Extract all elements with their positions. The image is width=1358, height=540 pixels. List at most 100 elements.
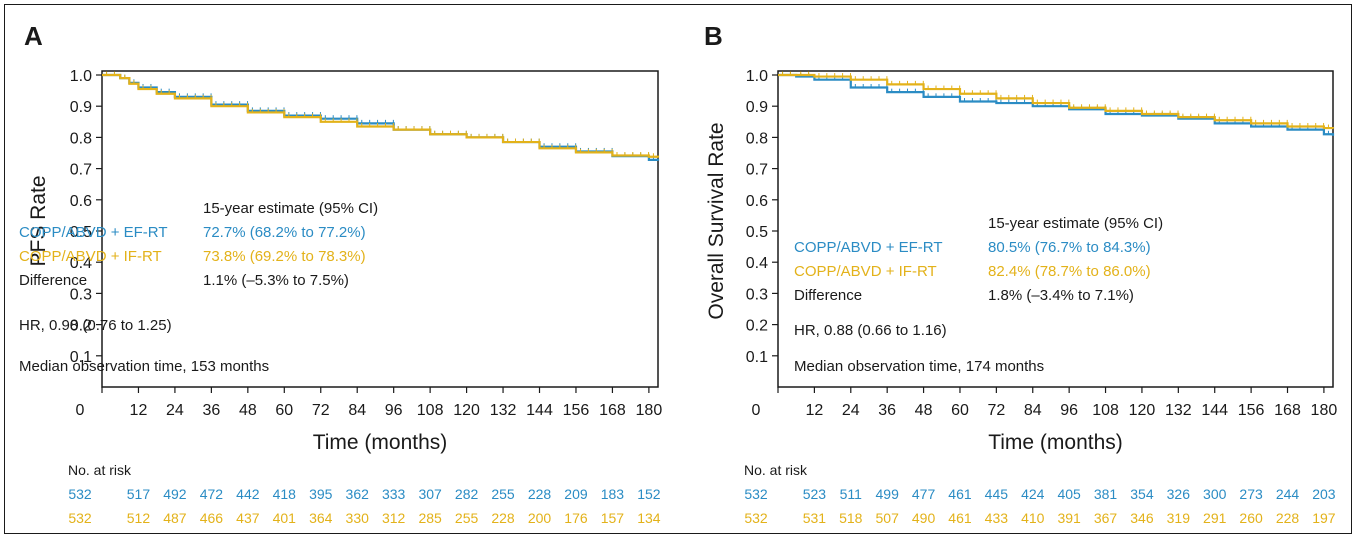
panel-a-x-tick-label: 84: [348, 402, 366, 419]
panel-a-y-tick-label: 0.5: [70, 224, 92, 241]
panel-b-y-tick-label: 0.8: [746, 130, 768, 147]
panel-b-risk-row-1-value: 532: [744, 486, 768, 502]
panel-b-x-tick-label: 120: [1129, 402, 1156, 419]
panel-b-y-tick-label: 0.1: [746, 349, 768, 366]
panel-a-x-tick-label: 168: [599, 402, 626, 419]
panel-a-risk-row-1-value: 333: [382, 486, 406, 502]
panel-a-legend-row-label: COPP/ABVD + EF-RT: [19, 224, 168, 241]
panel-b-risk-row-2-value: 532: [744, 510, 768, 526]
panel-b-risk-row-2-value: 490: [912, 510, 936, 526]
panel-b-y-tick-label: 1.0: [746, 68, 768, 85]
panel-b-label: B: [704, 21, 723, 51]
panel-a-legend-row-label: COPP/ABVD + IF-RT: [19, 248, 162, 265]
panel-b-risk-row-2-value: 367: [1094, 510, 1118, 526]
panel-a-risk-row-2-value: 157: [601, 510, 625, 526]
panel-b-x-tick-label: 36: [878, 402, 896, 419]
panel-b-risk-row-1-value: 445: [985, 486, 1009, 502]
panel-b-x-tick-label: 168: [1274, 402, 1301, 419]
panel-a-legend-row-value: 72.7% (68.2% to 77.2%): [203, 224, 366, 241]
panel-b-risk-row-1-value: 326: [1167, 486, 1191, 502]
panel-a-x-tick-label: 156: [563, 402, 590, 419]
panel-a-x-tick-label: 48: [239, 402, 257, 419]
panel-b-series-2-line: [778, 73, 1335, 130]
panel-a-risk-row-2-value: 437: [236, 510, 260, 526]
panel-a-risk-row-2-value: 487: [163, 510, 187, 526]
panel-a-risk-row-1-value: 442: [236, 486, 260, 502]
panel-b-x-tick-label: 96: [1060, 402, 1078, 419]
panel-b-legend-row-label: Difference: [794, 287, 862, 304]
panel-a-risk-row-1-value: 517: [127, 486, 151, 502]
panel-a-risk-row-1-value: 395: [309, 486, 333, 502]
panel-b-y-tick-label: 0.4: [746, 255, 768, 272]
panel-a-x-tick-label: 108: [417, 402, 444, 419]
panel-a-y-tick-label: 0.6: [70, 193, 92, 210]
panel-b-y-axis-label: Overall Survival Rate: [705, 122, 728, 319]
panel-a-risk-row-2-value: 401: [273, 510, 297, 526]
panel-a-legend-row-value: 73.8% (69.2% to 78.3%): [203, 248, 366, 265]
panel-a-x-tick-label: 36: [202, 402, 220, 419]
panel-a-risk-row-2-value: 285: [418, 510, 442, 526]
panel-b-risk-row-1-value: 381: [1094, 486, 1118, 502]
panel-a-x-tick-label: 60: [275, 402, 293, 419]
panel-b-x-tick-label: 24: [842, 402, 860, 419]
panel-b-risk-row-2-value: 346: [1130, 510, 1154, 526]
panel-a-x-tick-label: 180: [636, 402, 663, 419]
panel-b-risk-row-1-value: 203: [1312, 486, 1336, 502]
figure-frame: A 0.1 0.2 0.3 0.4 0.5 0.6 0.7 0.8 0.9 1.0 0 12 24 36 48…: [4, 4, 1352, 534]
panel-a-hazard-ratio: HR, 0.98 (0.76 to 1.25): [19, 317, 172, 334]
panel-b-median-observation: Median observation time, 174 months: [794, 358, 1044, 375]
panel-a-risk-row-1-value: 418: [273, 486, 297, 502]
panel-b-legend-header: 15-year estimate (95% CI): [988, 215, 1163, 232]
panel-a-risk-row-1-value: 255: [491, 486, 515, 502]
panel-a-risk-row-1-value: 307: [418, 486, 442, 502]
panel-b-legend-row-label: COPP/ABVD + IF-RT: [794, 263, 937, 280]
panel-a-y-tick-label: 0.4: [70, 255, 92, 272]
panel-b-risk-row-2-value: 228: [1276, 510, 1300, 526]
panel-a-x-tick-label: 96: [385, 402, 403, 419]
panel-b-y-tick-label: 0.2: [746, 318, 768, 335]
panel-b-x-tick-label: 144: [1201, 402, 1228, 419]
panel-a-legend-header: 15-year estimate (95% CI): [203, 200, 378, 217]
panel-b-risk-row-2-value: 461: [948, 510, 972, 526]
panel-b-x-tick-label: 60: [951, 402, 969, 419]
panel-b-plot-area: [777, 70, 1334, 388]
panel-b-legend-row-value: 82.4% (78.7% to 86.0%): [988, 263, 1151, 280]
panel-a-x-tick-label: 24: [166, 402, 184, 419]
panel-b-risk-row-1-value: 477: [912, 486, 936, 502]
panel-a-x-tick-label: 72: [312, 402, 330, 419]
panel-a-label: A: [24, 21, 43, 51]
panel-b-risk-row-1-value: 424: [1021, 486, 1045, 502]
panel-b-y-tick-label: 0.6: [746, 193, 768, 210]
panel-b-x-tick-label: 84: [1024, 402, 1042, 419]
panel-b-y-tick-label: 0.7: [746, 162, 768, 179]
panel-b-risk-row-2-value: 391: [1057, 510, 1081, 526]
panel-a-plot-area: [101, 70, 659, 388]
panel-a-risk-row-2-value: 200: [528, 510, 552, 526]
panel-b-x-tick-label: 12: [805, 402, 823, 419]
panel-a-risk-row-2-value: 312: [382, 510, 406, 526]
panel-a-risk-row-2-value: 255: [455, 510, 479, 526]
panel-a-risk-row-2-value: 134: [637, 510, 661, 526]
panel-b-risk-row-1-value: 244: [1276, 486, 1300, 502]
panel-b-risk-row-2-value: 291: [1203, 510, 1227, 526]
panel-a-risk-table-title: No. at risk: [68, 462, 132, 478]
panel-b-risk-row-1-value: 499: [876, 486, 900, 502]
panel-a-x-tick-label: 144: [526, 402, 553, 419]
panel-a-risk-row-2-value: 532: [68, 510, 92, 526]
panel-b-legend-row-value: 80.5% (76.7% to 84.3%): [988, 239, 1151, 256]
panel-a-risk-row-2-value: 512: [127, 510, 151, 526]
panel-a-risk-row-1-value: 532: [68, 486, 92, 502]
panel-b-x-tick-label: 180: [1311, 402, 1338, 419]
panel-a-risk-row-1-value: 183: [601, 486, 625, 502]
panel-b-risk-row-1-value: 405: [1057, 486, 1081, 502]
panel-b-y-tick-label: 0.5: [746, 224, 768, 241]
panel-b-x-tick-label: 156: [1238, 402, 1265, 419]
panel-a-y-tick-label: 0.9: [70, 99, 92, 116]
panel-b-x-tick-label: 72: [987, 402, 1005, 419]
panel-a-legend-row-label: Difference: [19, 272, 87, 289]
panel-a-series-2-line: [102, 73, 660, 158]
panel-b-risk-row-1-value: 461: [948, 486, 972, 502]
panel-a-risk-row-1-value: 152: [637, 486, 661, 502]
panel-a-y-axis-label: PFS Rate: [27, 175, 50, 266]
panel-b-risk-row-2-value: 260: [1239, 510, 1263, 526]
